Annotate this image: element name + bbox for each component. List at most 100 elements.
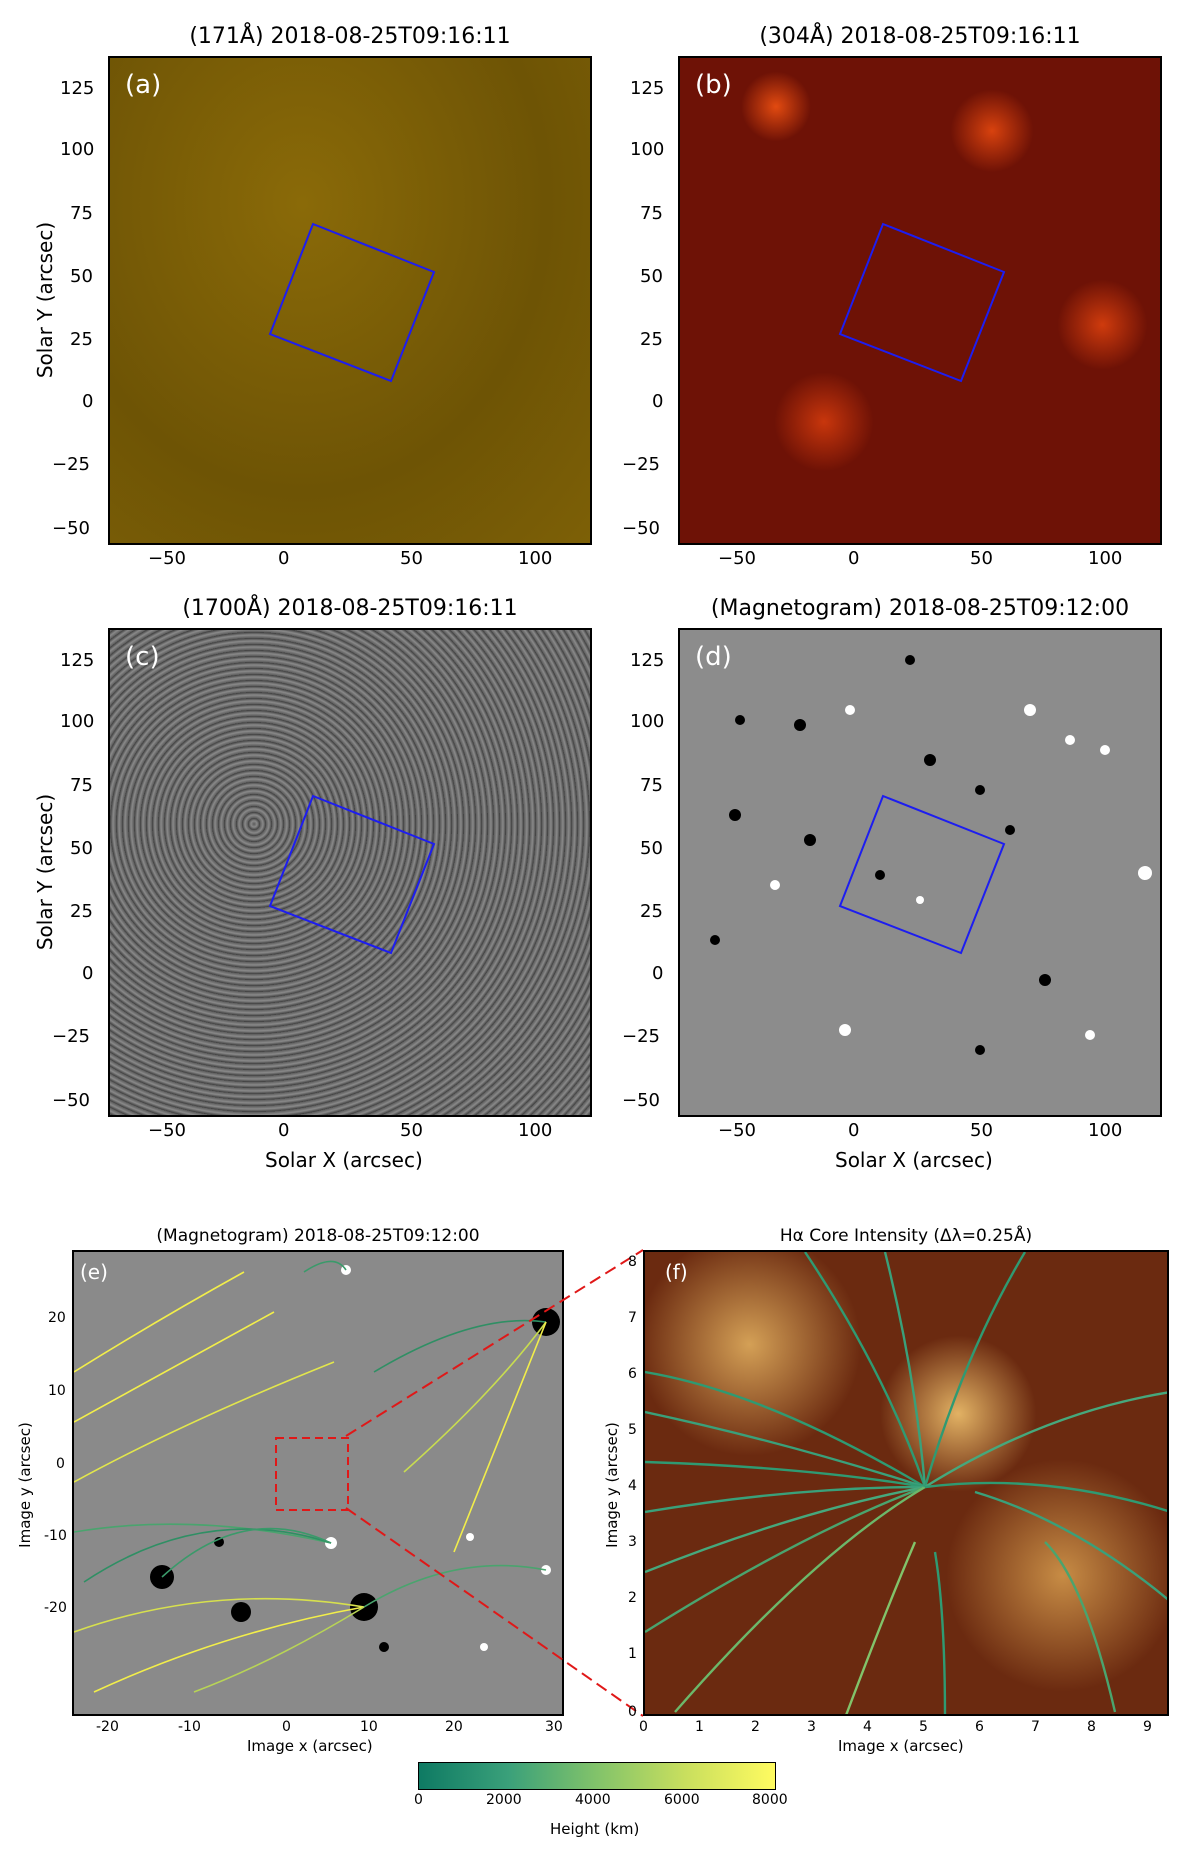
panel-c-image: (c) [108, 628, 592, 1117]
b-xtick-50: 50 [970, 548, 993, 569]
panel-e-image: (e) [72, 1250, 564, 1716]
panel-e-label: (e) [80, 1260, 108, 1284]
panel-b-label: (b) [695, 70, 732, 100]
f-ytick-5: 5 [628, 1422, 637, 1438]
c-xlabel: Solar X (arcsec) [265, 1148, 423, 1172]
panel-f-title: Hα Core Intensity (Δλ=0.25Å) [779, 1226, 1033, 1246]
f-ylabel: Image y (arcsec) [603, 1422, 621, 1548]
cbar-tick-4000: 4000 [575, 1792, 611, 1808]
c-ytick-100: 100 [60, 711, 95, 732]
f-ytick-8: 8 [628, 1254, 637, 1270]
e-ytick-m20: -20 [44, 1600, 67, 1616]
f-xtick-6: 6 [975, 1719, 984, 1735]
region-box-a [268, 222, 436, 383]
panel-d-image: (d) [678, 628, 1162, 1117]
c-ylabel: Solar Y (arcsec) [33, 793, 57, 951]
a-ytick-25: 25 [70, 329, 93, 350]
a-xtick-0: 0 [278, 548, 290, 569]
c-xtick-0: 0 [278, 1120, 290, 1141]
c-ytick-50: 50 [70, 838, 93, 859]
cbar-tick-2000: 2000 [486, 1792, 522, 1808]
panel-b-image: (b) [678, 56, 1162, 545]
panel-e-title: (Magnetogram) 2018-08-25T09:12:00 [156, 1226, 480, 1246]
d-ytick-25: 25 [640, 901, 663, 922]
f-xtick-8: 8 [1087, 1719, 1096, 1735]
magnetogram-spots-d [710, 655, 1152, 1055]
b-ytick-m50: −50 [622, 518, 660, 539]
f-xtick-9: 9 [1143, 1719, 1152, 1735]
d-ytick-0: 0 [652, 963, 664, 984]
b-xtick-m50: −50 [718, 548, 756, 569]
panel-f-image: (f) [643, 1250, 1169, 1716]
c-xtick-100: 100 [518, 1120, 553, 1141]
f-xtick-1: 1 [695, 1719, 704, 1735]
panel-f-label: (f) [665, 1260, 688, 1284]
a-ylabel: Solar Y (arcsec) [33, 221, 57, 379]
a-ytick-0: 0 [82, 391, 94, 412]
f-xtick-4: 4 [863, 1719, 872, 1735]
d-ytick-125: 125 [630, 650, 665, 671]
a-xtick-m50: −50 [148, 548, 186, 569]
e-ytick-0: 0 [56, 1456, 65, 1472]
e-ytick-20: 20 [48, 1310, 66, 1326]
b-ytick-75: 75 [640, 203, 663, 224]
c-ytick-0: 0 [82, 963, 94, 984]
a-ytick-75: 75 [70, 203, 93, 224]
f-ytick-2: 2 [628, 1590, 637, 1606]
d-xtick-0: 0 [848, 1120, 860, 1141]
a-xtick-50: 50 [400, 548, 423, 569]
f-xtick-5: 5 [919, 1719, 928, 1735]
d-ytick-100: 100 [630, 711, 665, 732]
c-xtick-m50: −50 [148, 1120, 186, 1141]
f-xtick-2: 2 [751, 1719, 760, 1735]
e-xtick-m10: -10 [178, 1719, 201, 1735]
e-xlabel: Image x (arcsec) [247, 1737, 373, 1755]
b-ytick-m25: −25 [622, 454, 660, 475]
d-xtick-m50: −50 [718, 1120, 756, 1141]
region-box-b [838, 222, 1006, 383]
c-ytick-25: 25 [70, 901, 93, 922]
colorbar-label: Height (km) [550, 1820, 640, 1838]
f-ytick-4: 4 [628, 1478, 637, 1494]
region-box-c [268, 794, 436, 955]
d-ytick-50: 50 [640, 838, 663, 859]
f-ytick-7: 7 [628, 1310, 637, 1326]
f-xtick-7: 7 [1031, 1719, 1040, 1735]
b-ytick-100: 100 [630, 139, 665, 160]
d-xtick-100: 100 [1088, 1120, 1123, 1141]
cbar-tick-0: 0 [414, 1792, 423, 1808]
e-xtick-20: 20 [445, 1719, 463, 1735]
panel-c-label: (c) [125, 642, 160, 672]
f-ytick-1: 1 [628, 1646, 637, 1662]
a-xtick-100: 100 [518, 548, 553, 569]
cbar-tick-6000: 6000 [664, 1792, 700, 1808]
b-ytick-25: 25 [640, 329, 663, 350]
panel-b-title: (304Å) 2018-08-25T09:16:11 [759, 24, 1081, 49]
panel-d-title: (Magnetogram) 2018-08-25T09:12:00 [710, 596, 1130, 621]
f-ytick-3: 3 [628, 1534, 637, 1550]
panel-a-label: (a) [125, 70, 162, 100]
b-ytick-50: 50 [640, 266, 663, 287]
e-xtick-m20: -20 [96, 1719, 119, 1735]
height-colorbar [418, 1762, 776, 1790]
a-ytick-m50: −50 [52, 518, 90, 539]
d-ytick-m25: −25 [622, 1026, 660, 1047]
f-xtick-0: 0 [639, 1719, 648, 1735]
cbar-tick-8000: 8000 [752, 1792, 788, 1808]
c-ytick-125: 125 [60, 650, 95, 671]
e-ytick-m10: -10 [44, 1528, 67, 1544]
a-ytick-125: 125 [60, 78, 95, 99]
e-ylabel: Image y (arcsec) [16, 1422, 34, 1548]
panel-a-image: (a) [108, 56, 592, 545]
f-xtick-3: 3 [807, 1719, 816, 1735]
panel-a-title: (171Å) 2018-08-25T09:16:11 [189, 24, 511, 49]
a-ytick-100: 100 [60, 139, 95, 160]
c-ytick-m50: −50 [52, 1090, 90, 1111]
a-ytick-50: 50 [70, 266, 93, 287]
f-ytick-0: 0 [628, 1704, 637, 1720]
d-ytick-75: 75 [640, 775, 663, 796]
field-lines-e [74, 1260, 560, 1693]
d-xtick-50: 50 [970, 1120, 993, 1141]
e-xtick-10: 10 [360, 1719, 378, 1735]
b-ytick-125: 125 [630, 78, 665, 99]
